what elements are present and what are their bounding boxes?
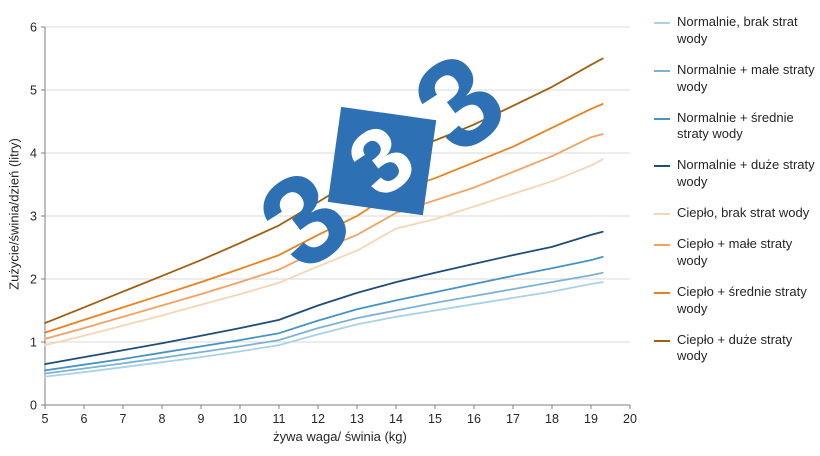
series-line-0: [44, 281, 604, 378]
legend-item-1: Normalnie + małe straty wody: [654, 62, 820, 96]
y-tick-label: 4: [30, 147, 37, 161]
x-tick-label: 12: [311, 412, 325, 426]
y-tick-label: 0: [30, 399, 37, 413]
legend-marker: [654, 69, 670, 72]
x-tick-label: 18: [545, 412, 559, 426]
legend-item-2: Normalnie + średnie straty wody: [654, 110, 820, 144]
x-tick-label: 16: [467, 412, 481, 426]
x-tick-label: 17: [506, 412, 520, 426]
y-tick-label: 3: [30, 210, 37, 224]
x-tick-label: 7: [120, 412, 127, 426]
legend-label: Ciepło, brak strat wody: [677, 205, 810, 221]
x-tick-label: 11: [273, 412, 286, 426]
x-tick-label: 14: [389, 412, 403, 426]
legend: Normalnie, brak strat wody Normalnie + ma…: [654, 14, 820, 379]
legend-item-7: Ciepło + duże straty wody: [654, 332, 820, 366]
legend-marker: [654, 165, 670, 168]
y-tick-label: 1: [30, 336, 37, 350]
legend-item-3: Normalnie + duże straty wody: [654, 157, 820, 191]
legend-item-5: Ciepło + małe straty wody: [654, 236, 820, 270]
legend-item-0: Normalnie, brak strat wody: [654, 14, 820, 48]
watermark-diamond: 3: [327, 104, 437, 218]
series-line-5: [44, 133, 604, 340]
x-tick-label: 6: [81, 412, 88, 426]
legend-label: Normalnie + duże straty wody: [677, 157, 815, 190]
legend-marker: [654, 22, 670, 24]
x-tick-label: 8: [159, 412, 166, 426]
legend-marker: [654, 339, 670, 342]
x-tick-label: 19: [584, 412, 598, 426]
legend-marker: [654, 291, 670, 294]
legend-item-4: Ciepło, brak strat wody: [654, 205, 820, 222]
y-tick-label: 5: [30, 84, 37, 98]
legend-label: Ciepło + małe straty wody: [677, 236, 793, 268]
series-line-6: [44, 103, 604, 334]
legend-marker: [654, 117, 670, 120]
x-tick-label: 15: [428, 412, 442, 426]
legend-label: Ciepło + średnie straty wody: [677, 283, 807, 316]
x-tick-label: 10: [233, 412, 247, 426]
y-tick-label: 2: [30, 273, 37, 287]
legend-label: Normalnie, brak strat wody: [677, 14, 798, 46]
legend-marker: [654, 244, 670, 247]
x-tick-label: 9: [198, 412, 205, 426]
series-line-4: [44, 158, 604, 347]
y-tick-label: 6: [30, 21, 37, 35]
watermark-digit: 3: [330, 104, 434, 218]
x-axis-label: żywa waga/ świnia (kg): [273, 429, 407, 444]
legend-item-6: Ciepło + średnie straty wody: [654, 284, 820, 318]
legend-label: Ciepło + duże straty wody: [677, 331, 793, 364]
series-line-3: [44, 230, 604, 366]
legend-label: Normalnie + małe straty wody: [677, 61, 815, 94]
x-tick-label: 13: [350, 412, 364, 426]
x-tick-label: 5: [42, 412, 49, 426]
legend-marker: [654, 213, 670, 216]
legend-label: Normalnie + średnie straty wody: [677, 109, 794, 142]
series-line-1: [44, 271, 604, 375]
series-line-2: [44, 255, 604, 372]
x-tick-label: 20: [623, 412, 637, 426]
